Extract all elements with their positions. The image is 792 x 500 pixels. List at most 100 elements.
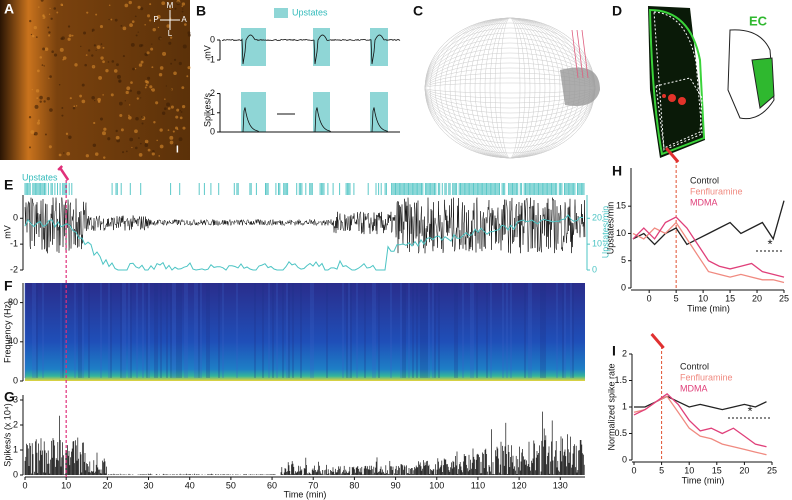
texture-dot [181,86,185,90]
y-axis-label: Spikes/s [202,92,212,127]
texture-dot [149,85,153,89]
texture-dot [140,44,144,47]
texture-dot [140,7,144,11]
texture-dot [122,151,125,154]
y-tick-label: 80 [8,297,18,307]
syringe-icon [665,147,680,163]
texture-dot [32,34,35,38]
atlas-region [751,57,775,109]
texture-dot [61,114,64,117]
texture-dot [140,97,142,99]
texture-dot [180,111,183,113]
histology-image [0,0,190,160]
texture-dot [125,150,128,153]
texture-dot [144,86,147,89]
texture-dot [113,69,118,73]
y-tick-label: 2 [210,88,215,98]
texture-dot [146,51,150,55]
texture-dot [73,105,76,108]
texture-dot [102,46,105,49]
texture-dot [44,133,47,136]
texture-dot [150,47,154,51]
texture-dot [108,4,111,6]
texture-dot [108,18,110,21]
texture-dot [151,43,153,45]
texture-dot [134,15,137,18]
texture-dot [145,84,148,87]
texture-dot [60,37,63,40]
significance-star: * [767,236,772,251]
x-tick-label: 130 [553,480,568,490]
texture-dot [161,1,166,6]
texture-dot [28,116,32,119]
scale-bar: I [176,145,179,156]
texture-dot [172,130,175,133]
texture-dot [36,69,40,73]
x-tick-label: 70 [308,480,318,490]
texture-dot [136,97,139,100]
upstate-raster-bg [25,183,585,195]
texture-dot [138,63,143,67]
texture-dot [71,34,74,37]
texture-dot [62,56,67,60]
texture-dot [181,10,184,13]
texture-dot [49,75,52,78]
texture-dot [84,63,87,67]
texture-dot [170,62,173,65]
y-tick-label: 5 [621,255,626,265]
texture-dot [175,126,178,130]
x-tick-label: 15 [712,465,722,475]
texture-dot [49,7,51,9]
x-axis-label: Time (min) [682,475,725,485]
texture-dot [124,3,129,8]
texture-dot [165,85,167,87]
texture-dot [162,51,167,56]
texture-dot [111,60,115,63]
texture-dot [41,64,44,66]
texture-dot [91,65,96,69]
texture-dot [115,135,120,140]
y-tick-label: 0 [13,375,18,385]
y-axis-label: Spikes/s (x 10⁴) [2,403,12,466]
texture-dot [81,99,86,104]
x-tick-label: 25 [779,293,789,303]
texture-dot [141,122,144,125]
texture-dot [93,121,96,125]
texture-dot [95,13,98,16]
texture-dot [97,97,101,102]
texture-dot [169,7,172,10]
texture-dot [91,30,94,32]
texture-dot [94,152,99,156]
texture-dot [37,119,40,122]
legend-label: MDMA [690,197,718,207]
x-tick-label: 5 [674,293,679,303]
legend-label: Control [680,361,709,371]
texture-dot [170,88,173,91]
texture-dot [59,47,64,52]
texture-dot [49,108,53,112]
x-tick-label: 0 [631,465,636,475]
legend-label: Fenfluramine [690,186,743,196]
texture-dot [56,11,59,14]
texture-dot [95,49,97,51]
texture-dot [118,101,123,106]
texture-dot [69,97,72,100]
texture-dot [140,142,142,145]
texture-dot [182,126,186,130]
y-axis-label: mV [202,45,212,59]
texture-dot [35,36,38,38]
texture-dot [174,144,178,147]
texture-dot [81,83,85,87]
y-tick-label: 2 [622,348,627,358]
slice-image [648,6,705,158]
region-outline [653,11,703,151]
panel-label: C [413,3,423,19]
texture-dot [122,55,125,58]
texture-dot [115,129,118,133]
texture-dot [176,1,181,6]
texture-dot [134,129,138,134]
texture-dot [118,79,122,83]
y-tick-label: 15 [616,201,626,211]
voltage-trace [221,34,401,65]
brain-mesh [424,17,600,159]
